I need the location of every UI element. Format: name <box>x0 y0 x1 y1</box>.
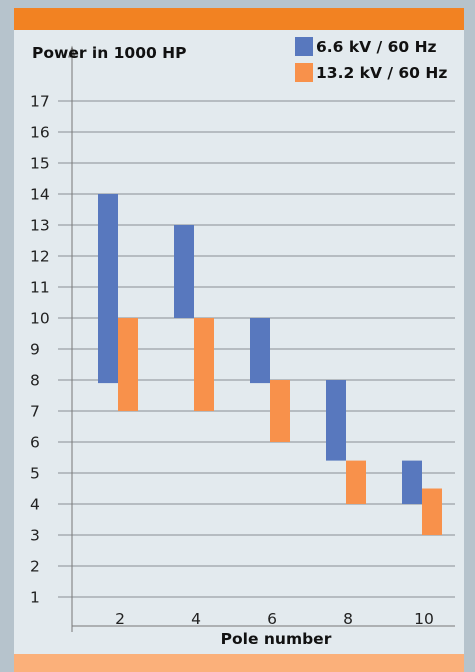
bar-series0-poles-8 <box>326 380 346 461</box>
y-tick-label: 4 <box>30 496 40 514</box>
bar-series1-poles-2 <box>118 318 138 411</box>
legend-label-13-2kv: 13.2 kV / 60 Hz <box>316 64 447 82</box>
bar-series1-poles-4 <box>194 318 214 411</box>
bar-series1-poles-6 <box>270 380 290 442</box>
y-tick-label: 13 <box>30 217 50 235</box>
legend-label-6-6kv: 6.6 kV / 60 Hz <box>316 38 437 56</box>
bar-series0-poles-6 <box>250 318 270 384</box>
y-tick-label: 17 <box>30 93 50 111</box>
bar-series1-poles-8 <box>346 460 366 504</box>
bar-series1-poles-10 <box>422 488 442 535</box>
x-tick-label: 10 <box>414 610 434 628</box>
header-bar <box>14 8 464 30</box>
y-tick-label: 10 <box>30 310 50 328</box>
y-tick-label: 16 <box>30 124 50 142</box>
x-axis-title: Pole number <box>221 630 332 648</box>
y-tick-label: 12 <box>30 248 50 266</box>
y-axis-title: Power in 1000 HP <box>32 44 187 62</box>
legend-swatch-6-6kv <box>295 37 313 56</box>
x-tick-label: 8 <box>343 610 353 628</box>
y-axis-arrow <box>68 45 76 58</box>
x-tick-labels: 2 4 6 8 10 <box>115 610 434 628</box>
legend: 6.6 kV / 60 Hz 13.2 kV / 60 Hz <box>295 37 447 82</box>
chart-panel <box>14 30 464 654</box>
y-tick-label: 15 <box>30 155 50 173</box>
x-tick-label: 4 <box>191 610 201 628</box>
y-tick-label: 3 <box>30 527 40 545</box>
bar-series0-poles-10 <box>402 460 422 504</box>
axes <box>68 45 455 632</box>
y-tick-label: 7 <box>30 403 40 421</box>
y-tick-label: 11 <box>30 279 50 297</box>
bar-series0-poles-4 <box>174 225 194 318</box>
bar-series0-poles-2 <box>98 194 118 384</box>
x-tick-label: 2 <box>115 610 125 628</box>
y-tick-label: 1 <box>30 589 40 607</box>
y-tick-label: 8 <box>30 372 40 390</box>
y-tick-label: 2 <box>30 558 40 576</box>
y-tick-label: 6 <box>30 434 40 452</box>
legend-swatch-13-2kv <box>295 63 313 82</box>
bars <box>98 194 442 535</box>
y-tick-label: 9 <box>30 341 40 359</box>
x-tick-label: 6 <box>267 610 277 628</box>
footer-bar <box>14 654 464 672</box>
y-tick-label: 5 <box>30 465 40 483</box>
y-tick-label: 14 <box>30 186 50 204</box>
